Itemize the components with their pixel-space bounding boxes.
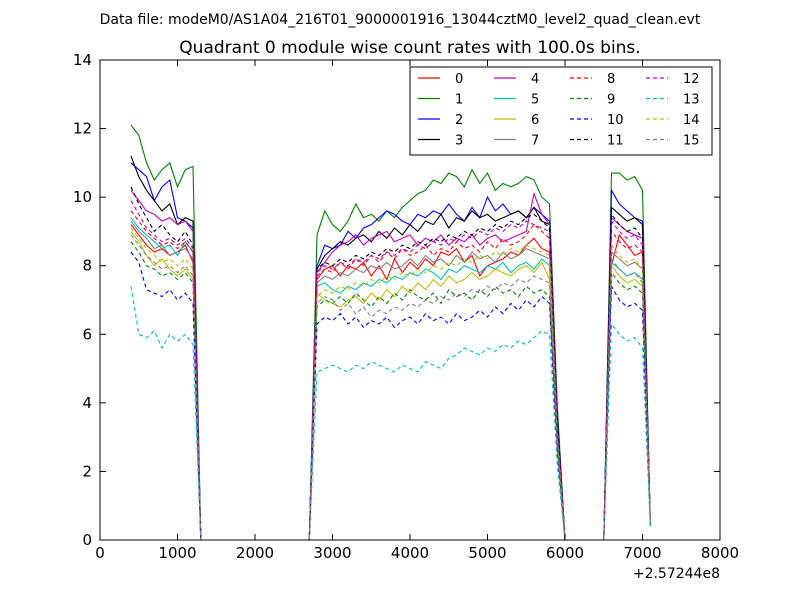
plot-area: [130, 124, 651, 541]
legend-label-9: 9: [607, 93, 615, 108]
legend-label-13: 13: [683, 93, 700, 108]
legend-label-4: 4: [531, 72, 539, 87]
series-line-13: [130, 286, 651, 541]
x-tick-label: 7000: [623, 544, 661, 562]
legend-label-8: 8: [607, 72, 615, 87]
legend-label-5: 5: [531, 93, 539, 108]
legend-label-6: 6: [531, 113, 539, 128]
suptitle: Data file: modeM0/AS1A04_216T01_90000019…: [100, 12, 701, 28]
legend-label-1: 1: [455, 93, 463, 108]
x-tick-label: 1000: [158, 544, 196, 562]
legend-label-12: 12: [683, 72, 700, 87]
x-tick-label: 2000: [236, 544, 274, 562]
legend-label-3: 3: [455, 134, 463, 149]
legend-label-14: 14: [683, 113, 700, 128]
series-line-10: [130, 251, 651, 541]
y-tick-label: 2: [82, 462, 92, 480]
x-tick-label: 0: [95, 544, 105, 562]
y-tick-label: 12: [73, 120, 92, 138]
y-tick-label: 4: [82, 394, 92, 412]
legend-box: [409, 66, 713, 156]
x-tick-label: 8000: [701, 544, 739, 562]
axis-ticks: 0 1000 2000 3000 4000 5000 6000 7000 80000246810…: [73, 51, 739, 562]
legend-label-11: 11: [607, 134, 624, 149]
legend-label-7: 7: [531, 134, 539, 149]
y-tick-label: 10: [73, 188, 92, 206]
x-axis-offset-label: +2.57244e8: [633, 566, 720, 582]
legend-label-0: 0: [455, 72, 463, 87]
x-tick-label: 6000: [546, 544, 584, 562]
x-tick-label: 4000: [391, 544, 429, 562]
chart-title: Quadrant 0 module wise count rates with …: [179, 38, 640, 58]
y-tick-label: 14: [73, 51, 92, 69]
legend-label-15: 15: [683, 134, 700, 149]
y-tick-label: 0: [82, 531, 92, 549]
legend-label-10: 10: [607, 113, 624, 128]
legend-label-2: 2: [455, 113, 463, 128]
x-tick-label: 5000: [468, 544, 506, 562]
y-tick-label: 6: [82, 325, 92, 343]
x-tick-label: 3000: [313, 544, 351, 562]
series-line-15: [130, 234, 651, 541]
y-tick-label: 8: [82, 257, 92, 275]
